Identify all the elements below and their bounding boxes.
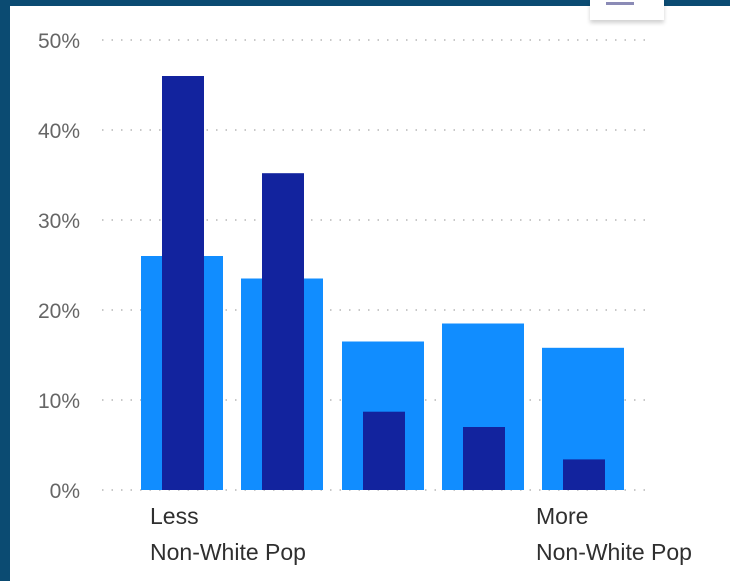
y-tick-label: 0% — [50, 480, 80, 503]
y-axis-ticks: 0% 10% 20% 30% 40% 50% — [38, 30, 80, 503]
bar-series2[interactable] — [563, 459, 605, 490]
bar-series2[interactable] — [162, 76, 204, 490]
bars — [141, 76, 624, 490]
y-tick-label: 30% — [38, 210, 80, 233]
y-tick-label: 20% — [38, 300, 80, 323]
y-tick-label: 10% — [38, 390, 80, 413]
bar-series2[interactable] — [262, 173, 304, 490]
y-tick-label: 40% — [38, 120, 80, 143]
x-axis-labels: Less Non-White Pop More Non-White Pop — [150, 503, 692, 565]
header-tab-indicator — [606, 2, 634, 5]
x-label-first-line2: Non-White Pop — [150, 539, 306, 565]
y-tick-label: 50% — [38, 30, 80, 53]
visual-header-tab[interactable] — [590, 0, 664, 20]
x-label-last-line1: More — [536, 503, 588, 529]
bar-series2[interactable] — [463, 427, 505, 490]
x-label-last-line2: Non-White Pop — [536, 539, 692, 565]
bar-series2[interactable] — [363, 411, 405, 490]
x-label-first-line1: Less — [150, 503, 199, 529]
